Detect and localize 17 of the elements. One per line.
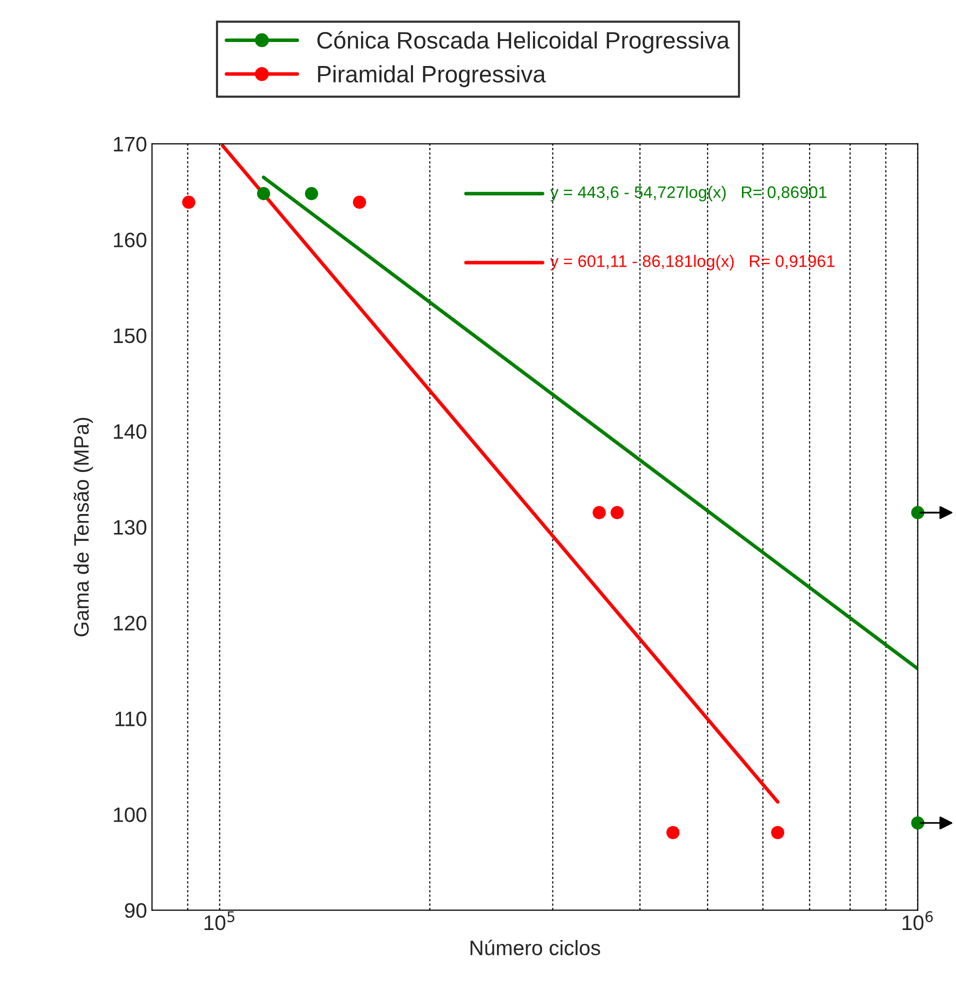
y-tick-label: 120: [114, 616, 146, 631]
legend-label: Cónica Roscada Helicoidal Progressiva: [317, 31, 730, 54]
annotation: y = 601,11 - 86,181log(x) R= 0,91961: [550, 254, 834, 270]
annotation: y = 443,6 - 54,727log(x) R= 0,86901: [550, 186, 826, 202]
y-tick-label: 130: [114, 520, 146, 535]
y-tick-label: 100: [114, 807, 146, 822]
y-tick-label: 160: [114, 232, 146, 248]
y-tick-label: 110: [116, 712, 146, 726]
y-tick-label: 150: [114, 328, 146, 344]
y-tick-label: 140: [114, 424, 146, 439]
x-axis-title: Número ciclos: [470, 940, 600, 956]
legend-label: Piramidal Progressiva: [318, 65, 546, 88]
y-axis-title: Gama de Tensão (MPa): [74, 418, 93, 636]
x-tick-label: 10$^{6}$: [902, 911, 933, 930]
y-tick-label: 170: [114, 136, 146, 152]
x-tick-label: 10$^{5}$: [204, 911, 234, 930]
y-tick-label: 90: [124, 903, 146, 918]
